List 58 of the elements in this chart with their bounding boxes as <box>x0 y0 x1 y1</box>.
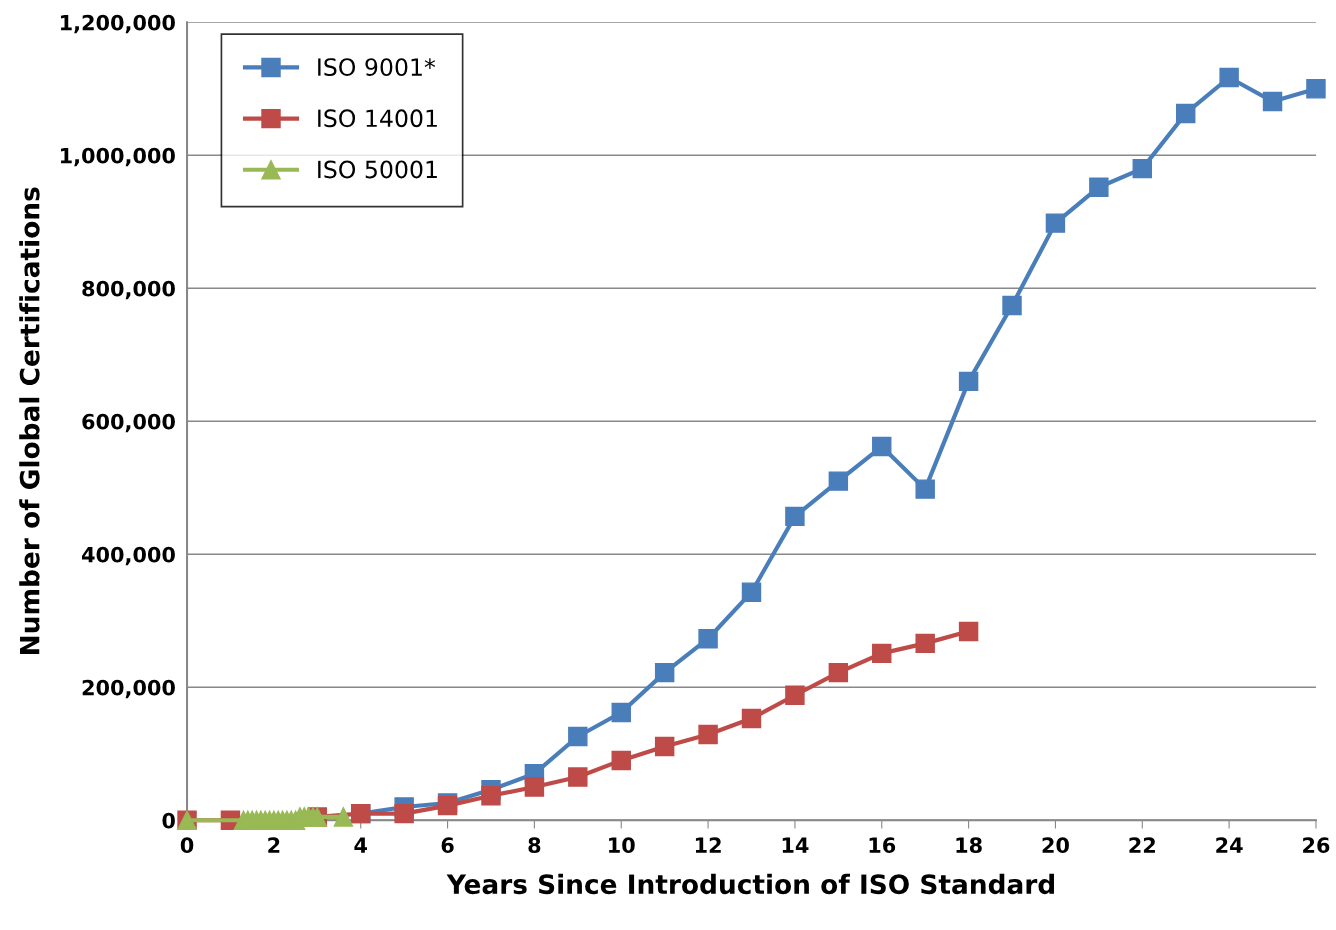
point <box>741 582 762 602</box>
point <box>698 629 718 649</box>
x-tick-label: 2 <box>268 837 280 853</box>
x-tick-label: 26 <box>1303 837 1330 854</box>
y-tick-label: 800,000 <box>82 280 175 300</box>
point <box>1132 158 1153 179</box>
legend-label: ISO 50001 <box>318 160 437 179</box>
legend-label: ISO 9001* <box>318 58 436 77</box>
x-tick-label: 16 <box>869 837 896 854</box>
point <box>872 436 892 457</box>
y-axis-title: Number of Global Certifications <box>19 187 40 654</box>
x-tick-label: 18 <box>956 837 982 854</box>
point <box>915 479 935 499</box>
point <box>1219 67 1239 88</box>
point <box>1002 295 1022 316</box>
legend-label: ISO 14001 <box>318 109 437 128</box>
point <box>611 750 631 771</box>
point <box>333 807 354 827</box>
point <box>568 726 588 747</box>
y-tick-label: 1,000,000 <box>60 147 175 167</box>
x-tick-label: 0 <box>180 837 194 854</box>
x-axis-title: Years Since Introduction of ISO Standard <box>446 873 1054 895</box>
point <box>481 785 501 806</box>
point <box>1175 103 1196 124</box>
point <box>1262 91 1283 112</box>
point <box>741 708 762 729</box>
point <box>828 471 849 491</box>
point <box>654 736 675 757</box>
y-tick-label: 400,000 <box>81 546 175 566</box>
point <box>1306 79 1326 99</box>
x-tick-label: 20 <box>1042 837 1069 854</box>
x-tick-label: 22 <box>1129 837 1155 853</box>
y-tick-label: 200,000 <box>82 679 175 699</box>
point <box>872 643 892 664</box>
point <box>654 662 675 683</box>
point <box>915 633 935 654</box>
x-tick-label: 12 <box>695 837 721 853</box>
x-tick-label: 14 <box>782 837 809 853</box>
point <box>698 724 718 745</box>
y-tick-label: 600,000 <box>82 413 175 433</box>
x-tick-label: 6 <box>441 837 454 854</box>
point <box>524 777 545 797</box>
x-tick-label: 8 <box>528 837 541 854</box>
x-tick-label: 24 <box>1216 837 1243 853</box>
point <box>785 685 805 705</box>
y-tick-label: 1,200,000 <box>60 14 175 34</box>
point <box>394 803 414 824</box>
point <box>611 702 631 723</box>
point <box>958 621 979 642</box>
x-tick-label: 4 <box>354 837 368 853</box>
y-tick-label: 0 <box>162 812 175 829</box>
point <box>828 662 849 683</box>
x-tick-label: 10 <box>609 837 635 854</box>
point <box>785 506 805 527</box>
point <box>958 371 979 392</box>
point <box>568 767 588 787</box>
point <box>1089 177 1109 197</box>
point <box>1045 213 1066 233</box>
